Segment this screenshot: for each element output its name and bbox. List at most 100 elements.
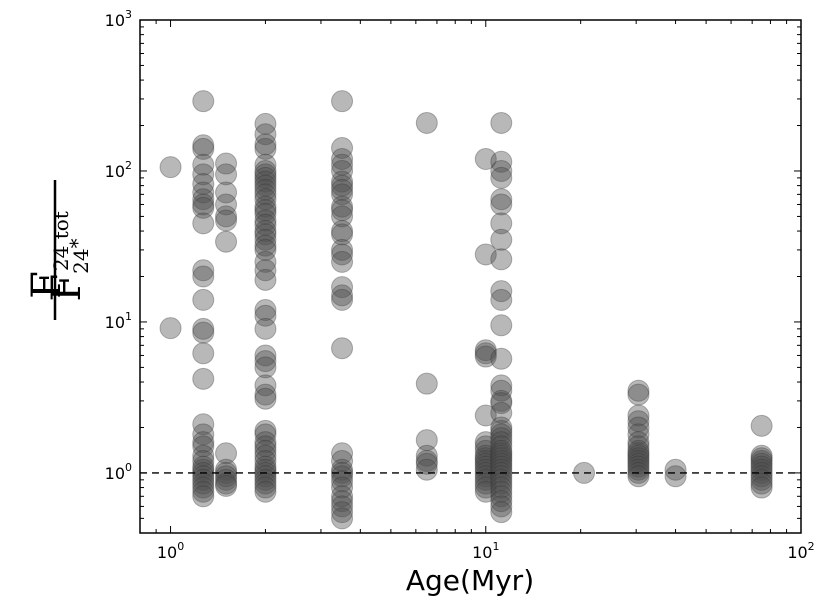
- data-point: [490, 423, 513, 446]
- data-point: [192, 449, 215, 472]
- data-point: [627, 431, 650, 454]
- data-point: [490, 447, 513, 470]
- data-point: [490, 435, 513, 458]
- y-tick-label: 100: [105, 461, 132, 483]
- data-point: [490, 347, 513, 370]
- data-point: [192, 196, 215, 219]
- data-point: [159, 156, 182, 179]
- data-point: [254, 178, 277, 201]
- data-point: [254, 238, 277, 261]
- data-point: [474, 461, 497, 484]
- data-point: [490, 439, 513, 462]
- data-point: [331, 465, 354, 488]
- data-point: [490, 465, 513, 488]
- data-point: [192, 455, 215, 478]
- data-point: [750, 455, 773, 478]
- data-point: [192, 476, 215, 499]
- data-point: [331, 195, 354, 218]
- data-point: [192, 212, 215, 235]
- data-point: [215, 442, 238, 465]
- data-point: [627, 423, 650, 446]
- data-point: [254, 268, 277, 291]
- data-point: [415, 458, 438, 481]
- data-point: [254, 374, 277, 397]
- data-point: [254, 223, 277, 246]
- data-point: [254, 213, 277, 236]
- data-point: [215, 474, 238, 497]
- data-point: [474, 455, 497, 478]
- data-point: [331, 476, 354, 499]
- data-point: [490, 314, 513, 337]
- data-point: [254, 468, 277, 491]
- data-point: [490, 389, 513, 412]
- data-point: [215, 458, 238, 481]
- data-point: [254, 228, 277, 251]
- data-point: [331, 442, 354, 465]
- data-point: [331, 223, 354, 246]
- data-point: [490, 495, 513, 518]
- data-point: [331, 174, 354, 197]
- data-point: [331, 276, 354, 299]
- data-point: [627, 449, 650, 472]
- data-point: [331, 449, 354, 472]
- data-point: [254, 449, 277, 472]
- data-point: [490, 280, 513, 303]
- y-title-den-sub: 24: [69, 248, 93, 273]
- data-point: [192, 413, 215, 436]
- data-point: [415, 444, 438, 467]
- data-point: [192, 188, 215, 211]
- data-point: [474, 476, 497, 499]
- data-point: [490, 485, 513, 508]
- data-point: [192, 265, 215, 288]
- data-point: [490, 150, 513, 173]
- data-point: [331, 199, 354, 222]
- data-point: [192, 181, 215, 204]
- data-point: [627, 458, 650, 481]
- data-point: [490, 159, 513, 182]
- data-point: [254, 250, 277, 273]
- data-point: [215, 181, 238, 204]
- data-point: [331, 490, 354, 513]
- data-point: [192, 444, 215, 467]
- data-point: [474, 243, 497, 266]
- x-tick-label: 102: [787, 540, 814, 562]
- data-point: [215, 465, 238, 488]
- data-point: [215, 193, 238, 216]
- data-point: [192, 367, 215, 390]
- data-point: [750, 414, 773, 437]
- data-point: [474, 472, 497, 495]
- data-point: [192, 90, 215, 113]
- data-point: [254, 153, 277, 176]
- data-point: [215, 152, 238, 175]
- data-point: [490, 288, 513, 311]
- data-point: [254, 439, 277, 462]
- x-axis-title: Age(Myr): [406, 564, 534, 597]
- data-point: [254, 435, 277, 458]
- data-point: [331, 243, 354, 266]
- data-point: [254, 423, 277, 446]
- data-point: [331, 458, 354, 481]
- data-point: [331, 205, 354, 228]
- data-point: [254, 195, 277, 218]
- data-point: [254, 174, 277, 197]
- data-point: [254, 350, 277, 373]
- data-point: [254, 112, 277, 135]
- data-point: [192, 153, 215, 176]
- data-point: [474, 480, 497, 503]
- y-tick-label: 102: [105, 159, 132, 181]
- data-point: [331, 288, 354, 311]
- data-point: [254, 202, 277, 225]
- data-point: [750, 461, 773, 484]
- data-point: [474, 342, 497, 365]
- data-point: [474, 458, 497, 481]
- data-point: [254, 476, 277, 499]
- data-point: [750, 449, 773, 472]
- data-point: [331, 183, 354, 206]
- data-point: [490, 166, 513, 189]
- svg-text:F24*: F24*: [44, 238, 93, 301]
- data-point: [627, 379, 650, 402]
- data-point: [192, 423, 215, 446]
- data-point: [474, 404, 497, 427]
- y-title-den-sup: *: [65, 238, 89, 248]
- data-point: [490, 228, 513, 251]
